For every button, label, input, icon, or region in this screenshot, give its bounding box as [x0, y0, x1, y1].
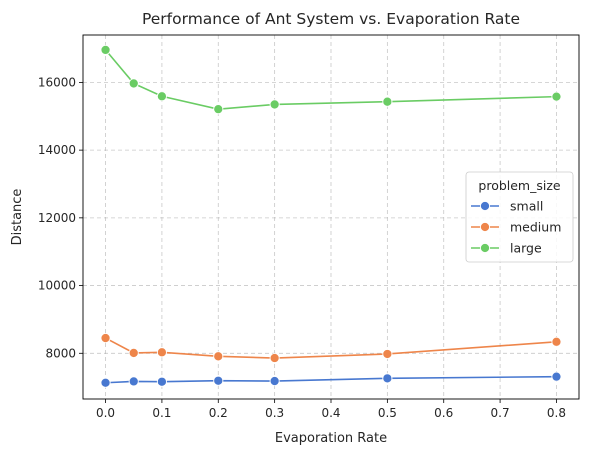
legend-box	[465, 171, 574, 263]
data-point-small	[213, 375, 224, 386]
data-point-small	[128, 376, 139, 387]
data-point-large	[269, 99, 280, 110]
data-point-medium	[213, 351, 224, 362]
data-point-small	[100, 377, 111, 388]
data-point-medium	[382, 348, 393, 360]
series-layer	[100, 44, 562, 388]
y-tick-label: 8000	[45, 346, 76, 360]
x-tick-label: 0.5	[378, 406, 397, 420]
chart-title: Performance of Ant System vs. Evaporatio…	[142, 10, 520, 28]
y-tick-label: 14000	[38, 143, 76, 157]
series-large	[100, 44, 562, 115]
data-point-small	[551, 371, 562, 382]
x-tick-label: 0.0	[96, 406, 115, 420]
data-point-large	[213, 104, 224, 115]
legend-label-medium: medium	[510, 220, 561, 235]
data-point-medium	[128, 347, 139, 358]
data-point-medium	[269, 352, 280, 364]
data-point-large	[382, 96, 393, 107]
data-point-medium	[156, 347, 167, 358]
x-tick-label: 0.6	[434, 406, 453, 420]
series-line-medium	[105, 337, 557, 359]
data-point-small	[156, 376, 167, 387]
x-axis-label: Evaporation Rate	[275, 431, 387, 446]
legend-marker	[479, 221, 491, 233]
data-point-large	[156, 91, 167, 102]
data-point-large	[100, 44, 111, 55]
axis-ticks: 0.0 0.1 0.2 0.3 0.4 0.5 0.6 0.7 0.8 8000 10000 1200…	[38, 75, 566, 420]
legend-marker	[479, 242, 491, 254]
x-tick-label: 0.7	[491, 406, 510, 420]
series-small	[100, 371, 562, 388]
data-point-medium	[100, 333, 111, 344]
x-tick-label: 0.1	[152, 406, 171, 420]
legend-marker	[479, 200, 491, 212]
x-tick-label: 0.3	[265, 406, 284, 420]
data-point-large	[128, 78, 139, 89]
data-point-medium	[551, 336, 562, 347]
series-medium	[100, 333, 562, 364]
data-point-small	[269, 376, 280, 387]
y-tick-label: 16000	[38, 75, 76, 89]
data-point-small	[382, 373, 393, 384]
x-tick-label: 0.8	[547, 406, 566, 420]
legend-title: problem_size	[478, 178, 561, 193]
y-tick-label: 10000	[38, 279, 76, 293]
y-axis-label: Distance	[10, 189, 25, 246]
x-tick-label: 0.2	[209, 406, 228, 420]
data-point-large	[551, 91, 562, 102]
x-tick-label: 0.4	[321, 406, 340, 420]
legend-label-small: small	[510, 199, 543, 214]
legend-label-large: large	[510, 241, 542, 256]
y-tick-label: 12000	[38, 211, 76, 225]
